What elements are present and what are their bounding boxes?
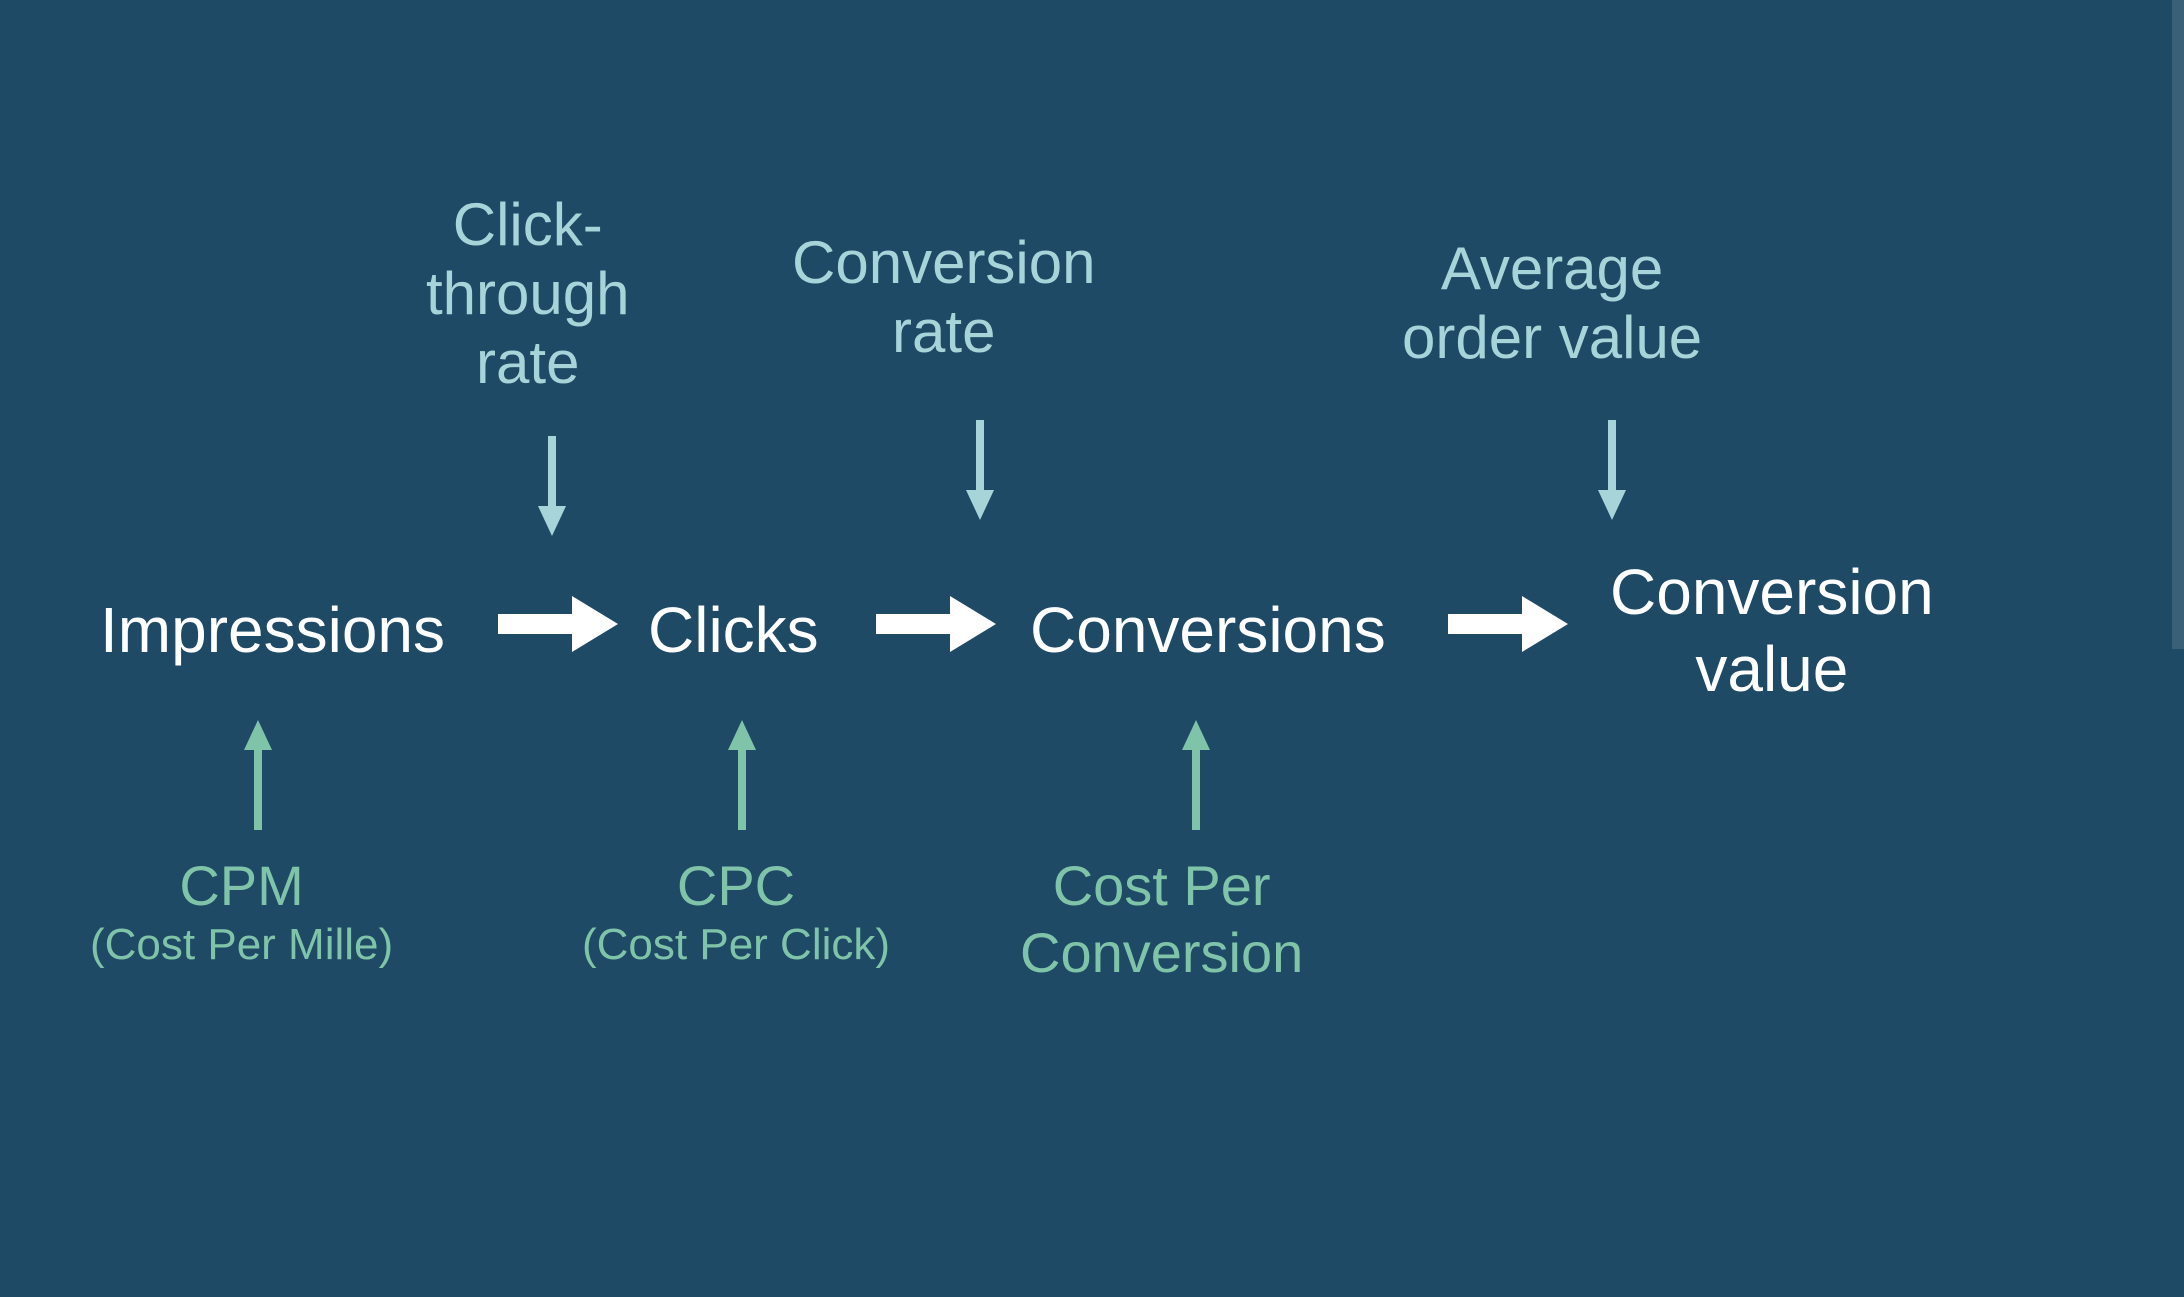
arrow-up-icon — [724, 720, 760, 830]
label-cpm-main: CPM — [179, 854, 303, 917]
label-ctr-line1: Click- — [453, 191, 603, 258]
label-cpc: CPC (Cost Per Click) — [582, 852, 890, 972]
arrow-down-icon — [1594, 420, 1630, 520]
label-cost-per-conversion: Cost Per Conversion — [1020, 852, 1303, 986]
node-conversions-label: Conversions — [1030, 594, 1386, 666]
arrow-down-icon — [962, 420, 998, 520]
label-aov-line2: order value — [1402, 304, 1702, 371]
label-conversion-rate-line2: rate — [892, 298, 995, 365]
label-ctr-line2: through — [426, 260, 630, 327]
node-impressions-label: Impressions — [100, 594, 445, 666]
label-conversion-rate-line1: Conversion — [792, 229, 1096, 296]
marketing-funnel-diagram: Impressions Clicks Conversions Conversio… — [0, 0, 2184, 1297]
node-conversion-value-line1: Conversion — [1610, 556, 1934, 628]
label-conversion-rate: Conversion rate — [792, 228, 1096, 366]
label-cpc-main: CPC — [677, 854, 795, 917]
label-cpm: CPM (Cost Per Mille) — [90, 852, 393, 972]
node-conversion-value-line2: value — [1695, 633, 1848, 705]
arrow-up-icon — [240, 720, 276, 830]
label-cpconv-line1: Cost Per — [1053, 854, 1271, 917]
node-impressions: Impressions — [100, 592, 445, 669]
arrow-up-icon — [1178, 720, 1214, 830]
node-clicks: Clicks — [648, 592, 819, 669]
node-clicks-label: Clicks — [648, 594, 819, 666]
label-cpconv-line2: Conversion — [1020, 921, 1303, 984]
label-aov-line1: Average — [1441, 235, 1663, 302]
arrow-right-icon — [498, 596, 618, 652]
node-conversion-value: Conversion value — [1610, 554, 1934, 708]
node-conversions: Conversions — [1030, 592, 1386, 669]
label-cpc-sub: (Cost Per Click) — [582, 919, 890, 972]
label-ctr: Click- through rate — [426, 190, 630, 397]
arrow-right-icon — [876, 596, 996, 652]
arrow-down-icon — [534, 436, 570, 536]
right-edge-border — [2172, 0, 2184, 649]
arrow-right-icon — [1448, 596, 1568, 652]
label-aov: Average order value — [1402, 234, 1702, 372]
label-cpm-sub: (Cost Per Mille) — [90, 919, 393, 972]
label-ctr-line3: rate — [476, 329, 579, 396]
